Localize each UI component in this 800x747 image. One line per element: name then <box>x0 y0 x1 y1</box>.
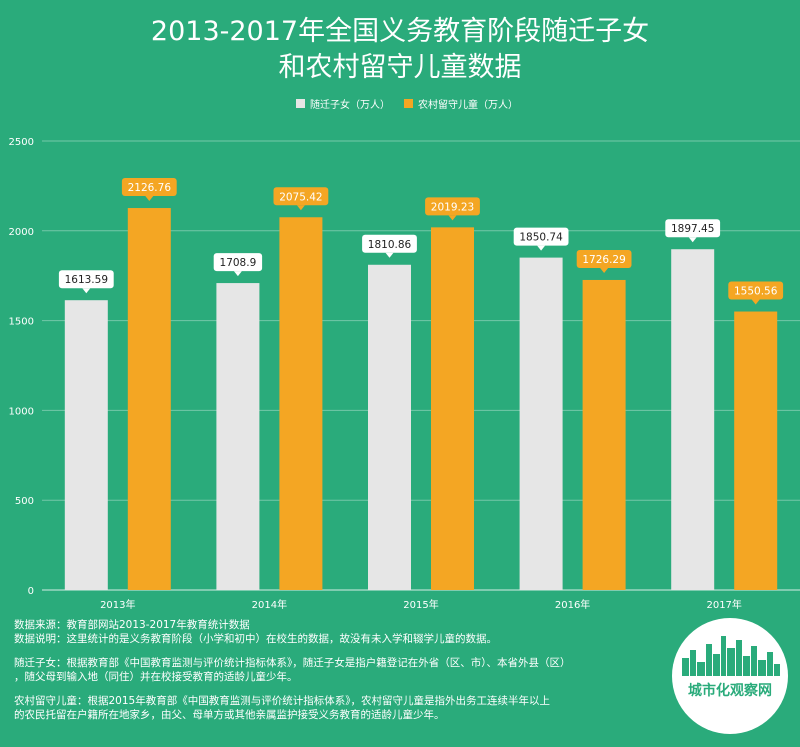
data-label: 2019.23 <box>431 201 474 213</box>
data-label-bubble <box>425 197 480 216</box>
bar <box>671 249 715 590</box>
legend-swatch-series-1 <box>296 99 305 108</box>
legend-label-series-1: 随迁子女（万人） <box>310 100 390 111</box>
site-logo: 城市化观察网 <box>672 618 788 734</box>
x-tick-label: 2016年 <box>555 598 590 611</box>
data-label-bubble <box>362 234 417 253</box>
y-tick-label: 500 <box>15 496 34 507</box>
bar <box>582 279 626 590</box>
data-label-pointer <box>537 245 546 251</box>
note-explain: 数据说明：这里统计的是义务教育阶段（小学和初中）在校生的数据，故没有未入学和辍学… <box>14 633 497 645</box>
data-label: 2075.42 <box>279 191 322 203</box>
legend-swatch-series-2 <box>404 99 413 108</box>
data-label-pointer <box>751 299 760 305</box>
data-label: 1708.9 <box>220 257 257 269</box>
data-label-bubble <box>728 281 784 300</box>
x-tick-label: 2013年 <box>100 598 135 611</box>
city-skyline-icon <box>682 636 780 676</box>
bar <box>64 300 108 590</box>
bar <box>216 283 260 590</box>
bar <box>734 311 778 590</box>
data-label-bubble <box>58 270 114 289</box>
notes: 数据来源：教育部网站2013-2017年教育统计数据 数据说明：这里统计的是义务… <box>14 618 654 722</box>
data-label-pointer <box>82 288 91 294</box>
bar-chart: 0 500 1000 1500 2000 2500 1613.59 2126.76 2013年 1… <box>9 137 800 611</box>
note-migrant-line-2: ，随父母到输入地（同住）并在校接受教育的适龄儿童少年。 <box>14 671 298 683</box>
bar <box>127 208 171 590</box>
data-label-bubble <box>121 178 177 197</box>
y-tick-label: 2500 <box>9 137 34 148</box>
bar <box>431 227 474 590</box>
data-label: 2126.76 <box>128 182 172 194</box>
note-leftbehind-line-1: 农村留守儿童：根据2015年教育部《中国教育监测与评价统计指标体系》，农村留守儿… <box>14 695 550 707</box>
x-tick-label: 2014年 <box>252 598 287 611</box>
bar <box>279 217 323 590</box>
data-label-bubble <box>576 249 632 268</box>
title-line-2: 和农村留守儿童数据 <box>278 52 522 83</box>
data-label: 1810.86 <box>368 239 412 251</box>
data-label-pointer <box>600 267 609 273</box>
data-label: 1726.29 <box>582 254 625 266</box>
y-tick-label: 2000 <box>9 227 34 238</box>
logo-text: 城市化观察网 <box>688 683 772 699</box>
data-label: 1850.74 <box>519 232 563 244</box>
data-label-bubble <box>213 253 263 272</box>
data-label: 1897.45 <box>671 223 714 235</box>
note-source: 数据来源：教育部网站2013-2017年教育统计数据 <box>14 619 250 631</box>
title-line-1: 2013-2017年全国义务教育阶段随迁子女 <box>150 16 650 47</box>
data-label-pointer <box>233 271 242 277</box>
data-label: 1613.59 <box>65 274 108 286</box>
data-label-bubble <box>273 187 329 206</box>
data-label-pointer <box>688 237 697 243</box>
legend: 随迁子女（万人） 农村留守儿童（万人） <box>296 96 518 111</box>
data-label: 1550.56 <box>734 286 778 298</box>
data-label-pointer <box>448 215 457 221</box>
data-label-bubble <box>513 227 569 246</box>
data-label-pointer <box>296 205 305 211</box>
legend-item-series-1: 随迁子女（万人） <box>296 96 390 111</box>
bar <box>368 264 411 590</box>
y-tick-label: 0 <box>28 586 34 597</box>
note-leftbehind-line-2: 的农民托留在户籍所在地家乡，由父、母单方或其他亲属监护接受义务教育的适龄儿童少年… <box>14 709 445 721</box>
x-tick-label: 2015年 <box>403 598 438 611</box>
data-label-pointer <box>145 196 154 202</box>
legend-item-series-2: 农村留守儿童（万人） <box>404 96 518 111</box>
data-label-pointer <box>385 252 394 258</box>
chart-title: 2013-2017年全国义务教育阶段随迁子女 和农村留守儿童数据 <box>0 14 800 86</box>
x-tick-label: 2017年 <box>706 598 741 611</box>
legend-label-series-2: 农村留守儿童（万人） <box>418 100 518 111</box>
y-tick-label: 1000 <box>9 406 34 417</box>
bar <box>519 257 563 590</box>
y-tick-label: 1500 <box>9 317 34 328</box>
data-label-bubble <box>665 219 721 238</box>
note-migrant-line-1: 随迁子女：根据教育部《中国教育监测与评价统计指标体系》，随迁子女是指户籍登记在外… <box>14 657 571 669</box>
